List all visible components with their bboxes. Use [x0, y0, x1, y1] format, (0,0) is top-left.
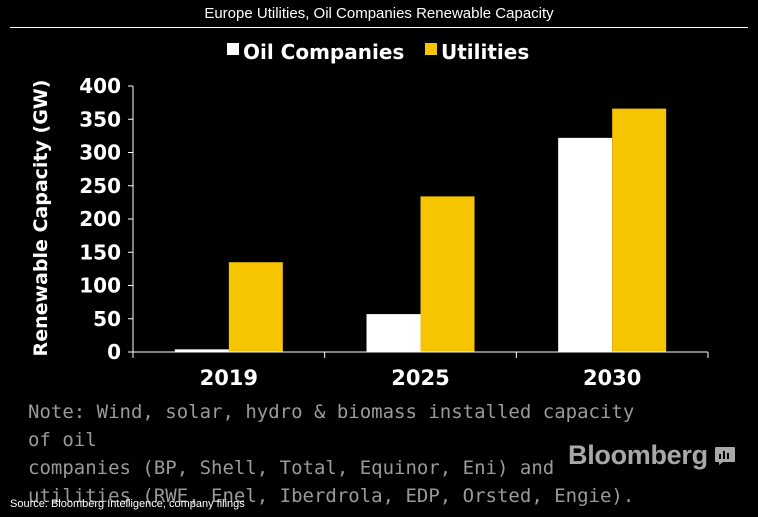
- title-divider: [10, 27, 748, 28]
- y-tick-label: 100: [79, 274, 121, 298]
- bar-utilities-2025: [420, 196, 475, 352]
- bar-oil-companies-2025: [366, 314, 421, 352]
- y-tick-label: 0: [107, 340, 121, 364]
- legend-label-utilities: Utilities: [441, 40, 529, 64]
- y-tick-label: 300: [79, 141, 121, 165]
- y-axis-ticks: 0 50 100 150 200 250 300 350 400: [79, 74, 134, 364]
- bar-chart-icon: [715, 447, 735, 465]
- x-tick-label: 2030: [583, 366, 641, 390]
- y-tick-label: 250: [79, 174, 121, 198]
- bar-series: [174, 108, 667, 352]
- x-tick-label: 2025: [391, 366, 449, 390]
- legend-swatch-utilities: [425, 43, 437, 55]
- legend-label-oil-companies: Oil Companies: [243, 40, 404, 64]
- legend-swatch-oil-companies: [227, 43, 239, 55]
- bar-utilities-2030: [612, 108, 667, 352]
- y-tick-label: 200: [79, 207, 121, 231]
- y-tick-label: 350: [79, 107, 121, 131]
- page-title: Europe Utilities, Oil Companies Renewabl…: [204, 5, 554, 22]
- bloomberg-logo: Bloomberg: [568, 440, 708, 470]
- x-tick-label: 2019: [200, 366, 258, 390]
- bar-utilities-2019: [228, 262, 283, 352]
- chart-note: Note: Wind, solar, hydro & biomass insta…: [28, 401, 635, 507]
- y-tick-label: 50: [93, 307, 121, 331]
- y-tick-label: 150: [79, 240, 121, 264]
- y-axis-title: Renewable Capacity (GW): [30, 80, 52, 357]
- bar-oil-companies-2019: [174, 349, 229, 352]
- bar-oil-companies-2030: [558, 137, 613, 352]
- x-axis: 2019 2025 2030: [132, 351, 709, 390]
- source-note: Source: Bloomberg Intelligence, company …: [10, 498, 245, 510]
- bar-chart: Oil Companies Utilities Renewable Capaci…: [30, 40, 709, 390]
- chart-legend: Oil Companies Utilities: [227, 40, 529, 64]
- y-tick-label: 400: [79, 74, 121, 98]
